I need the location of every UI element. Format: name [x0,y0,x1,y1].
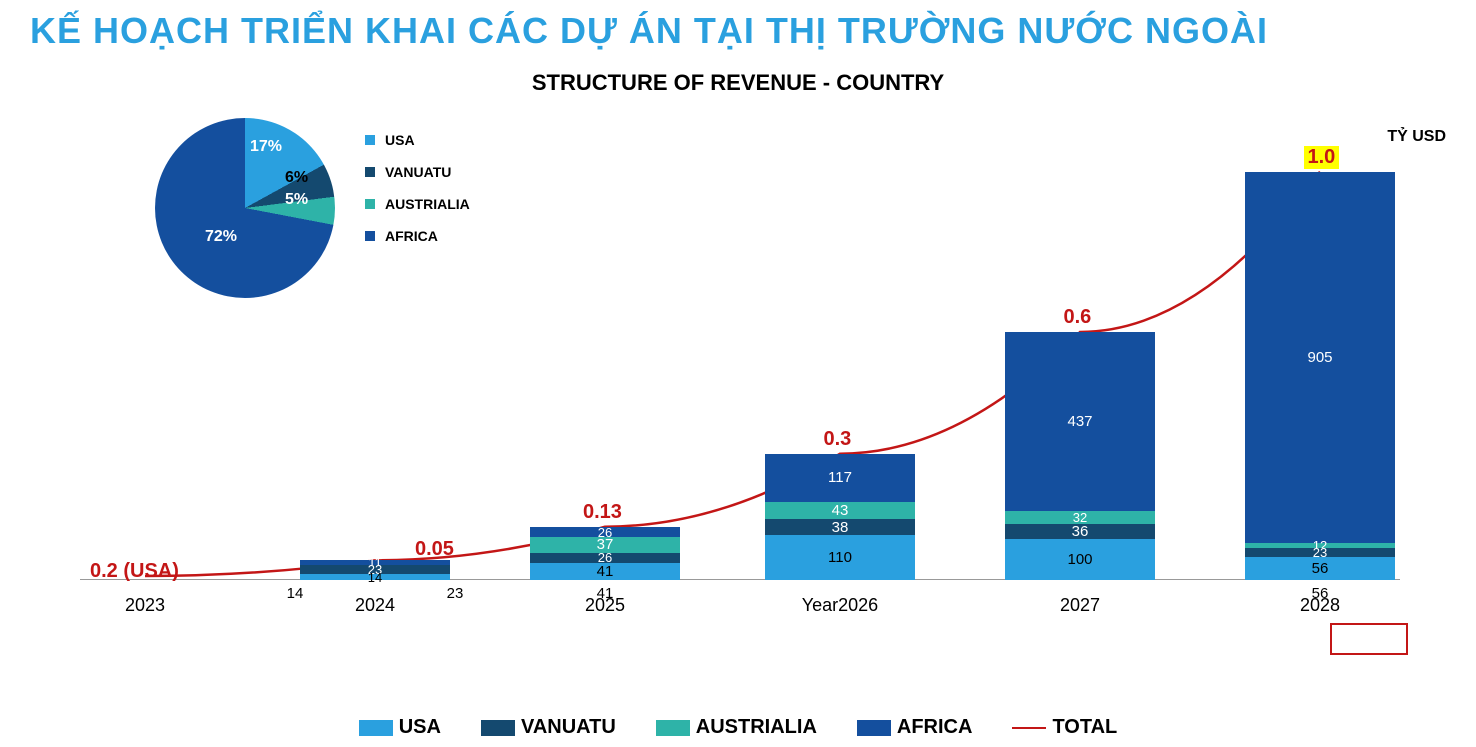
bar-segment-value: 38 [832,519,849,536]
legend-label: USA [385,132,415,148]
legend-label: AFRICA [897,716,973,739]
bar-total-label: 0.13 [583,501,622,524]
legend-swatch [656,720,690,736]
bar-segment-africa: 26 [530,527,680,538]
bar-segment-usa: 56 [1245,557,1395,580]
x-axis-tick-label: 2023 [70,595,220,616]
bar-segment-vanuatu: 38 [765,519,915,535]
bar-segment-australia: 37 [530,537,680,552]
bar-segment-usa: 100 [1005,539,1155,580]
bar-segment-vanuatu: 36 [1005,524,1155,539]
legend-label: AUSTRIALIA [696,716,817,739]
bar-segment-vanuatu: 26 [530,553,680,564]
bar-segment-usa: 14 [300,574,450,580]
total-line [80,160,1400,580]
bar-segment-australia: 43 [765,502,915,520]
bottom-legend-item: VANUATU [481,716,616,739]
bar-segment-value: 110 [828,549,852,566]
pie-slice-label-usa: 17% [250,138,282,156]
bar-segment-vanuatu: 23 [1245,548,1395,557]
legend-swatch [857,720,891,736]
legend-label: USA [399,716,441,739]
bar-segment-value: 100 [1067,551,1092,568]
x-axis-tick-label: Year2026 [765,595,915,616]
main-title: KẾ HOẠCH TRIỂN KHAI CÁC DỰ ÁN TẠI THỊ TR… [30,10,1268,52]
under-bar-label: 14 [270,585,320,602]
bar-segment-value: 56 [1312,560,1329,577]
bar-total-label: 0.2 (USA) [90,560,179,583]
unit-label: TỶ USD [1387,128,1446,146]
bar-segment-africa: 117 [765,454,915,502]
legend-swatch [359,720,393,736]
bottom-legend-item: USA [359,716,441,739]
under-bar-label: 56 [1295,585,1345,602]
pie-legend-item: USA [365,132,470,148]
under-bar-label: 41 [580,585,630,602]
x-axis-tick-label: 2027 [1005,595,1155,616]
bar-segment-value: 41 [597,563,614,580]
empty-red-box [1330,623,1408,655]
chart-subtitle: STRUCTURE OF REVENUE - COUNTRY [0,70,1476,96]
legend-swatch [1012,727,1046,729]
bar-total-label: 0.6 [1064,306,1092,329]
bar-segment-usa: 41 [530,563,680,580]
bar-group: 437 3236 100 [1005,332,1155,580]
legend-swatch [481,720,515,736]
bar-segment-africa: 437 [1005,332,1155,511]
bar-total-label: 0.05 [415,538,454,561]
bar-segment-value: 437 [1067,413,1092,430]
bar-group: 26372641 [530,527,680,580]
x-axis-tick-label: 2024 [300,595,450,616]
bar-segment-australia: 32 [1005,511,1155,524]
bar-total-label: 1.0 [1304,146,1340,169]
legend-label: TOTAL [1052,716,1117,739]
bar-chart-plot: 2023112314202414232637264120254111743381… [80,160,1400,580]
bar-segment-value: 117 [828,469,852,486]
x-axis-line [80,579,1400,580]
bar-group: 112314 [300,560,450,580]
legend-label: VANUATU [521,716,616,739]
bar-segment-value: 905 [1307,349,1332,366]
under-bar-label: 23 [430,585,480,602]
bar-segment-vanuatu: 23 [300,565,450,574]
bar-total-label: 0.3 [824,428,852,451]
bottom-legend: USA VANUATU AUSTRIALIA AFRICA TOTAL [0,716,1476,739]
bottom-legend-item: TOTAL [1012,716,1117,739]
bar-group: 117 4338 110 [765,454,915,580]
bar-segment-value: 36 [1072,523,1089,540]
bar-segment-value: 37 [597,536,614,553]
bottom-legend-item: AUSTRIALIA [656,716,817,739]
bar-segment-africa: 905 [1245,172,1395,543]
bar-segment-value: 43 [832,502,849,519]
legend-swatch [365,135,375,145]
bottom-legend-item: AFRICA [857,716,973,739]
bar-segment-value: 32 [1073,510,1087,525]
bar-segment-usa: 110 [765,535,915,580]
bar-group: 905122356 [1245,172,1395,580]
